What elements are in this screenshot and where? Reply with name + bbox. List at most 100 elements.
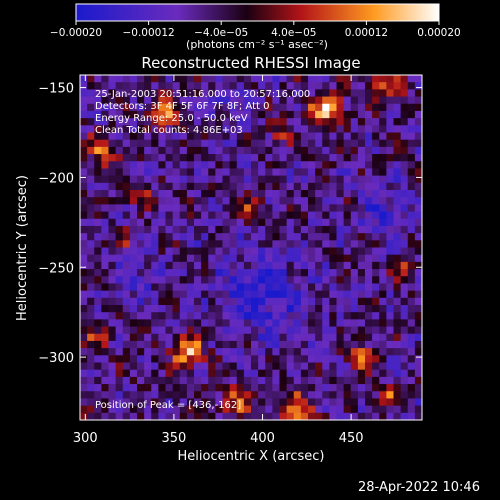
- heatmap-cell: [258, 398, 266, 407]
- heatmap-cell: [322, 369, 330, 378]
- heatmap-cell: [115, 369, 124, 378]
- heatmap-cell: [379, 305, 387, 313]
- heatmap-cell: [315, 168, 323, 177]
- heatmap-cell: [400, 211, 409, 220]
- heatmap-cell: [357, 218, 366, 227]
- heatmap-cell: [229, 384, 238, 392]
- heatmap-cell: [194, 75, 202, 83]
- heatmap-cell: [158, 297, 167, 306]
- heatmap-cell: [144, 283, 152, 292]
- heatmap-cell: [393, 82, 402, 90]
- heatmap-cell: [272, 225, 281, 234]
- heatmap-cell: [350, 362, 359, 371]
- heatmap-cell: [158, 319, 167, 328]
- heatmap-cell: [407, 283, 416, 292]
- heatmap-cell: [208, 261, 216, 270]
- heatmap-cell: [151, 297, 159, 306]
- heatmap-cell: [379, 211, 387, 220]
- heatmap-cell: [308, 369, 316, 378]
- heatmap-cell: [194, 211, 202, 220]
- heatmap-cell: [208, 340, 216, 349]
- colorbar-tick-label: −0.00020: [50, 27, 102, 39]
- heatmap-cell: [236, 225, 245, 234]
- heatmap-cell: [80, 333, 88, 342]
- heatmap-cell: [243, 398, 252, 407]
- heatmap-cell: [243, 89, 252, 98]
- heatmap-cell: [329, 218, 338, 227]
- heatmap-cell: [229, 348, 238, 356]
- heatmap-cell: [400, 247, 409, 256]
- heatmap-cell: [194, 355, 202, 364]
- heatmap-cell: [293, 132, 302, 141]
- heatmap-cell: [386, 355, 395, 364]
- heatmap-cell: [129, 211, 138, 220]
- heatmap-cell: [343, 82, 352, 90]
- heatmap-cell: [300, 376, 309, 385]
- heatmap-cell: [165, 225, 174, 234]
- heatmap-cell: [315, 96, 323, 105]
- heatmap-cell: [201, 398, 209, 407]
- heatmap-cell: [286, 290, 295, 299]
- heatmap-cell: [265, 204, 273, 213]
- heatmap-cell: [407, 204, 416, 213]
- heatmap-cell: [414, 254, 422, 263]
- heatmap-cell: [122, 218, 131, 227]
- heatmap-cell: [265, 211, 273, 220]
- heatmap-cell: [357, 254, 366, 263]
- heatmap-cell: [272, 89, 281, 98]
- heatmap-cell: [293, 211, 302, 220]
- heatmap-cell: [357, 384, 366, 392]
- heatmap-cell: [122, 82, 131, 90]
- heatmap-cell: [372, 197, 380, 205]
- heatmap-cell: [129, 276, 138, 285]
- heatmap-cell: [400, 154, 409, 162]
- heatmap-cell: [414, 204, 422, 213]
- heatmap-cell: [94, 384, 102, 392]
- heatmap-cell: [286, 75, 295, 83]
- heatmap-cell: [279, 204, 288, 213]
- heatmap-cell: [315, 412, 323, 420]
- heatmap-cell: [386, 319, 395, 328]
- heatmap-cell: [407, 405, 416, 414]
- x-tick-label: 300: [73, 431, 98, 446]
- heatmap-cell: [293, 103, 302, 112]
- heatmap-cell: [414, 348, 422, 356]
- heatmap-cell: [222, 355, 231, 364]
- heatmap-cell: [379, 376, 387, 385]
- heatmap-cell: [158, 146, 167, 155]
- heatmap-cell: [407, 190, 416, 198]
- heatmap-cell: [186, 211, 195, 220]
- heatmap-cell: [87, 118, 95, 126]
- heatmap-cell: [365, 139, 373, 148]
- heatmap-cell: [243, 154, 252, 162]
- heatmap-cell: [336, 146, 345, 155]
- heatmap-cell: [386, 290, 395, 299]
- heatmap-cell: [315, 362, 323, 371]
- heatmap-cell: [186, 348, 195, 356]
- y-tick-label: −200: [38, 171, 74, 186]
- heatmap-cell: [80, 82, 88, 90]
- heatmap-cell: [365, 110, 373, 119]
- heatmap-cell: [350, 319, 359, 328]
- heatmap-cell: [322, 290, 330, 299]
- heatmap-cell: [322, 225, 330, 234]
- heatmap-cell: [379, 233, 387, 241]
- heatmap-cell: [251, 369, 259, 378]
- heatmap-cell: [400, 225, 409, 234]
- heatmap-cell: [222, 297, 231, 306]
- heatmap-cell: [407, 146, 416, 155]
- heatmap-cell: [286, 247, 295, 256]
- heatmap-cell: [372, 154, 380, 162]
- heatmap-cell: [315, 161, 323, 170]
- heatmap-cell: [87, 261, 95, 270]
- heatmap-cell: [251, 89, 259, 98]
- heatmap-cell: [251, 276, 259, 285]
- heatmap-cell: [87, 348, 95, 356]
- heatmap-cell: [115, 89, 124, 98]
- heatmap-cell: [279, 412, 288, 420]
- heatmap-cell: [229, 204, 238, 213]
- heatmap-cell: [208, 305, 216, 313]
- heatmap-cell: [329, 326, 338, 335]
- heatmap-cell: [365, 182, 373, 191]
- heatmap-cell: [365, 211, 373, 220]
